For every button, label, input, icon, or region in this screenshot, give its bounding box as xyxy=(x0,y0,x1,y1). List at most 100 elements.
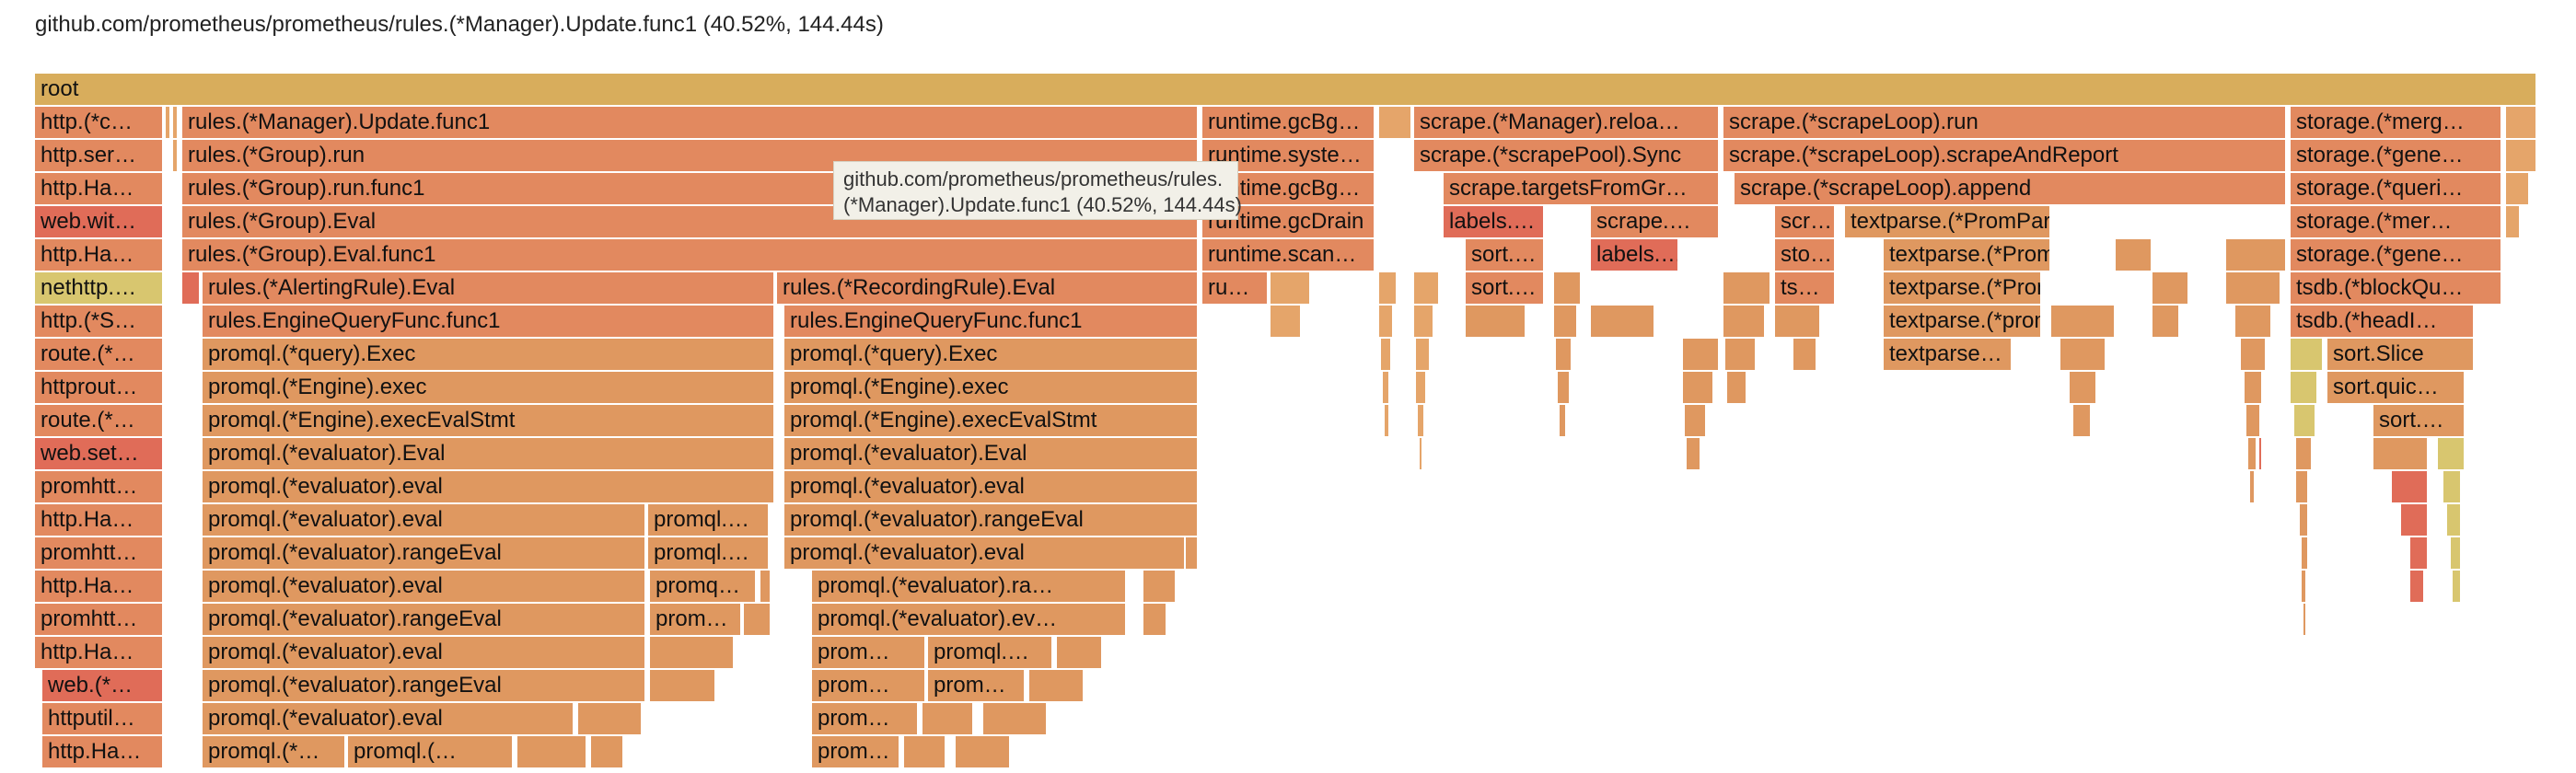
flame-frame[interactable]: tsdb.(*blockQu… xyxy=(2291,272,2502,304)
flame-frame[interactable] xyxy=(1554,272,1582,304)
flame-frame[interactable] xyxy=(578,703,643,734)
flame-frame[interactable]: textparse.(*PromParser).Ne… xyxy=(1845,206,2051,237)
flame-frame[interactable]: textparse.(*PromPar… xyxy=(1884,272,2042,304)
flame-frame[interactable] xyxy=(1723,306,1766,337)
flame-frame[interactable]: promhtt… xyxy=(35,537,164,569)
flame-frame[interactable] xyxy=(2235,306,2272,337)
flame-frame[interactable] xyxy=(1556,339,1572,370)
flame-frame[interactable] xyxy=(904,736,946,767)
flame-frame[interactable] xyxy=(2291,372,2318,403)
flame-frame[interactable]: promq… xyxy=(650,571,757,602)
flame-frame[interactable]: rules.EngineQueryFunc.func1 xyxy=(784,306,1199,337)
flame-frame[interactable]: scrape.targetsFromGr… xyxy=(1444,173,1720,204)
flame-frame[interactable] xyxy=(1271,272,1311,304)
flame-frame[interactable]: promql.… xyxy=(928,637,1053,668)
flame-frame[interactable] xyxy=(1727,372,1747,403)
flame-frame[interactable]: textparse… xyxy=(1884,339,2013,370)
flame-frame[interactable]: tsdb.(*headI… xyxy=(2291,306,2475,337)
flame-frame[interactable] xyxy=(1683,339,1720,370)
flame-frame[interactable] xyxy=(1554,306,1578,337)
flame-frame[interactable]: scrape.(*scrapePool).Sync xyxy=(1414,140,1720,171)
flame-frame[interactable] xyxy=(2410,571,2425,602)
flame-frame[interactable]: prom… xyxy=(812,670,926,701)
flame-frame[interactable]: http.Ha… xyxy=(35,571,164,602)
flame-frame[interactable] xyxy=(2296,438,2313,469)
flame-frame[interactable] xyxy=(2300,504,2309,536)
flame-frame[interactable] xyxy=(650,670,716,701)
flame-frame[interactable] xyxy=(2245,372,2263,403)
flame-frame[interactable] xyxy=(2241,339,2267,370)
flame-frame[interactable]: ru… xyxy=(1202,272,1269,304)
flame-frame[interactable] xyxy=(956,736,1011,767)
flame-frame[interactable] xyxy=(2073,405,2092,436)
flame-frame[interactable] xyxy=(1558,372,1571,403)
flame-frame[interactable]: scrape.(*Manager).reloa… xyxy=(1414,107,1720,138)
flame-frame[interactable]: promql.(*evaluator).eval xyxy=(203,504,646,536)
flame-frame[interactable]: storage.(*mer… xyxy=(2291,206,2502,237)
flame-frame[interactable]: http.(*S… xyxy=(35,306,164,337)
flame-frame[interactable]: sort.… xyxy=(1466,239,1545,271)
flame-frame[interactable] xyxy=(2302,571,2307,602)
flame-frame[interactable]: scrape.(*scrapeLoop).run xyxy=(1723,107,2287,138)
flame-frame[interactable]: http.Ha… xyxy=(35,637,164,668)
flame-frame[interactable] xyxy=(1143,537,1186,569)
flame-frame[interactable]: sort.Slice xyxy=(2327,339,2475,370)
flame-frame[interactable]: route.(*… xyxy=(35,405,164,436)
flame-frame[interactable]: labels.… xyxy=(1444,206,1545,237)
flame-frame[interactable]: promql.(*evaluator).eval xyxy=(203,471,775,502)
flame-frame[interactable]: sort.… xyxy=(1466,272,1545,304)
flame-frame[interactable] xyxy=(2259,438,2263,469)
flame-frame[interactable]: promql.(*evaluator).rangeEval xyxy=(203,670,646,701)
flame-frame[interactable] xyxy=(1379,306,1394,337)
flame-frame[interactable] xyxy=(1414,306,1434,337)
flame-frame[interactable] xyxy=(1029,670,1085,701)
flame-frame[interactable]: http.(*c… xyxy=(35,107,164,138)
flame-frame[interactable] xyxy=(1383,372,1390,403)
flame-frame[interactable]: promql.(*evaluator).rangeEval xyxy=(784,504,1199,536)
flame-frame[interactable] xyxy=(166,107,171,138)
flame-frame[interactable] xyxy=(591,736,624,767)
flame-frame[interactable]: sto… xyxy=(1775,239,1836,271)
flame-frame[interactable]: sort.quic… xyxy=(2327,372,2466,403)
flame-frame[interactable] xyxy=(1381,339,1392,370)
flame-frame[interactable]: rules.(*Manager).Update.func1 xyxy=(182,107,1199,138)
flame-frame[interactable]: promql.(*evaluator).rangeEval xyxy=(203,537,646,569)
flame-frame[interactable]: textparse.(*promlex… xyxy=(1884,306,2042,337)
flame-frame[interactable]: web.(*… xyxy=(42,670,164,701)
flame-frame[interactable]: scrape.(*scrapeLoop).scrapeAndReport xyxy=(1723,140,2287,171)
flame-frame[interactable] xyxy=(2226,239,2287,271)
flame-frame[interactable]: promql.(*… xyxy=(203,736,346,767)
flame-frame[interactable]: httprout… xyxy=(35,372,164,403)
flame-frame[interactable]: promql.(… xyxy=(348,736,514,767)
flame-frame[interactable] xyxy=(2401,504,2429,536)
flame-frame[interactable]: prom… xyxy=(650,604,742,635)
flame-frame[interactable]: rules.EngineQueryFunc.func1 xyxy=(203,306,775,337)
flame-frame[interactable] xyxy=(2506,140,2537,171)
flame-frame[interactable] xyxy=(2447,504,2462,536)
flame-frame[interactable] xyxy=(2116,239,2152,271)
flame-frame[interactable]: promql.(*Engine).execEvalStmt xyxy=(784,405,1199,436)
flame-frame[interactable]: rules.(*AlertingRule).Eval xyxy=(203,272,775,304)
flame-frame[interactable]: storage.(*queri… xyxy=(2291,173,2502,204)
flame-frame[interactable]: scr… xyxy=(1775,206,1836,237)
flame-frame[interactable]: runtime.scan… xyxy=(1202,239,1375,271)
flame-frame[interactable] xyxy=(2226,272,2281,304)
flame-frame[interactable] xyxy=(650,637,735,668)
flame-frame[interactable] xyxy=(922,703,974,734)
flame-frame[interactable] xyxy=(1591,306,1655,337)
flame-frame[interactable]: sort.… xyxy=(2373,405,2466,436)
flame-frame[interactable]: runtime.gcBg… xyxy=(1202,107,1375,138)
flame-frame[interactable] xyxy=(1418,405,1425,436)
flame-frame[interactable]: http.ser… xyxy=(35,140,164,171)
flame-frame[interactable] xyxy=(983,703,1048,734)
flame-frame[interactable]: promql.(*evaluator).ra… xyxy=(812,571,1127,602)
flame-frame[interactable] xyxy=(1793,339,1817,370)
flame-frame[interactable]: web.wit… xyxy=(35,206,164,237)
flame-frame[interactable] xyxy=(1143,571,1177,602)
flame-frame[interactable] xyxy=(1416,372,1427,403)
flame-frame-root[interactable]: root xyxy=(35,74,2537,105)
flame-frame[interactable] xyxy=(1466,306,1526,337)
flame-frame[interactable] xyxy=(1414,272,1440,304)
flame-frame[interactable] xyxy=(2392,471,2429,502)
flame-frame[interactable]: promql.… xyxy=(648,537,770,569)
